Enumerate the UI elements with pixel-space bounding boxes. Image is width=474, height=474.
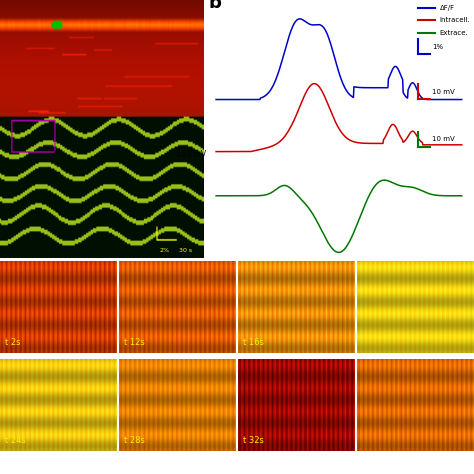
Text: b: b: [209, 0, 222, 12]
Text: Extrace.: Extrace.: [439, 30, 468, 36]
Text: 10 mV: 10 mV: [432, 89, 455, 95]
Text: t 32s: t 32s: [243, 436, 264, 445]
Text: 30 s: 30 s: [180, 248, 192, 253]
Text: 2%: 2%: [159, 248, 169, 253]
Text: -110 mV: -110 mV: [174, 150, 206, 159]
Text: t 24s: t 24s: [5, 436, 26, 445]
Text: t 16s: t 16s: [243, 337, 264, 346]
Text: ΔF/F: ΔF/F: [439, 5, 455, 11]
Text: Intracell.: Intracell.: [439, 18, 470, 23]
Text: 1%: 1%: [432, 44, 443, 50]
Text: 10 mV: 10 mV: [432, 137, 455, 142]
Text: t 2s: t 2s: [5, 337, 20, 346]
Text: t 28s: t 28s: [124, 436, 145, 445]
Text: t 12s: t 12s: [124, 337, 145, 346]
